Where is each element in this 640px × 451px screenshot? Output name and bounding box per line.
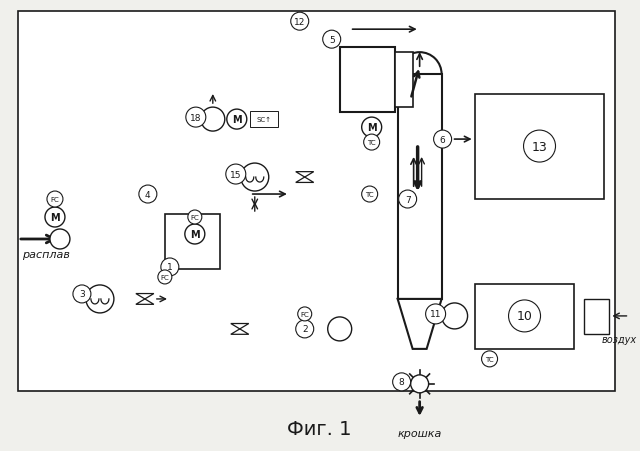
Text: 1: 1 [167, 263, 173, 272]
Circle shape [323, 31, 340, 49]
Circle shape [364, 135, 380, 151]
Text: 4: 4 [145, 190, 150, 199]
Circle shape [188, 211, 202, 225]
Text: 18: 18 [190, 113, 202, 122]
Bar [395, 53, 413, 108]
Text: 5: 5 [329, 36, 335, 45]
Circle shape [442, 303, 468, 329]
Text: М: М [190, 230, 200, 239]
Text: воздух: воздух [602, 334, 637, 344]
Bar [18, 12, 616, 391]
Circle shape [86, 285, 114, 313]
Text: Фиг. 1: Фиг. 1 [287, 419, 352, 438]
Text: М: М [367, 123, 376, 133]
Circle shape [291, 13, 308, 31]
Circle shape [73, 285, 91, 303]
Circle shape [161, 258, 179, 276]
Bar [340, 48, 395, 113]
Circle shape [241, 164, 269, 192]
Circle shape [50, 230, 70, 249]
Text: 6: 6 [440, 135, 445, 144]
Circle shape [426, 304, 445, 324]
Circle shape [393, 373, 411, 391]
Circle shape [481, 351, 497, 367]
Text: крошка: крошка [397, 428, 442, 438]
Text: 2: 2 [302, 325, 308, 334]
Circle shape [47, 192, 63, 207]
Bar [475, 95, 604, 200]
Bar [397, 75, 442, 299]
Circle shape [362, 187, 378, 202]
Circle shape [227, 110, 247, 130]
Text: 8: 8 [399, 377, 404, 387]
Bar [250, 112, 278, 128]
Circle shape [158, 270, 172, 284]
Text: 13: 13 [532, 140, 547, 153]
Text: FC: FC [300, 311, 309, 317]
Circle shape [201, 108, 225, 132]
Text: 15: 15 [230, 170, 241, 179]
Bar [584, 299, 609, 334]
Text: 10: 10 [516, 310, 532, 323]
Circle shape [139, 186, 157, 203]
Text: FC: FC [51, 197, 60, 202]
Bar [165, 215, 220, 269]
Circle shape [411, 375, 429, 393]
Text: 11: 11 [430, 310, 442, 319]
Circle shape [397, 53, 442, 97]
Circle shape [399, 191, 417, 208]
Text: М: М [50, 212, 60, 222]
Text: 7: 7 [404, 195, 410, 204]
Circle shape [298, 307, 312, 321]
Text: расплав: расплав [22, 249, 70, 259]
Text: 3: 3 [79, 290, 85, 299]
Polygon shape [397, 299, 442, 349]
Circle shape [434, 131, 452, 149]
Bar [475, 284, 575, 349]
Text: TC: TC [485, 356, 494, 362]
Text: 12: 12 [294, 18, 305, 27]
Circle shape [362, 118, 381, 138]
Text: TC: TC [365, 192, 374, 198]
Text: FC: FC [191, 215, 199, 221]
Text: SC↑: SC↑ [256, 117, 271, 123]
Text: TC: TC [367, 140, 376, 146]
Text: FC: FC [161, 274, 169, 281]
Circle shape [509, 300, 541, 332]
Circle shape [45, 207, 65, 227]
Circle shape [226, 165, 246, 184]
Text: М: М [232, 115, 242, 125]
Circle shape [186, 108, 206, 128]
Circle shape [524, 131, 556, 163]
Circle shape [328, 317, 352, 341]
Circle shape [185, 225, 205, 244]
Circle shape [296, 320, 314, 338]
